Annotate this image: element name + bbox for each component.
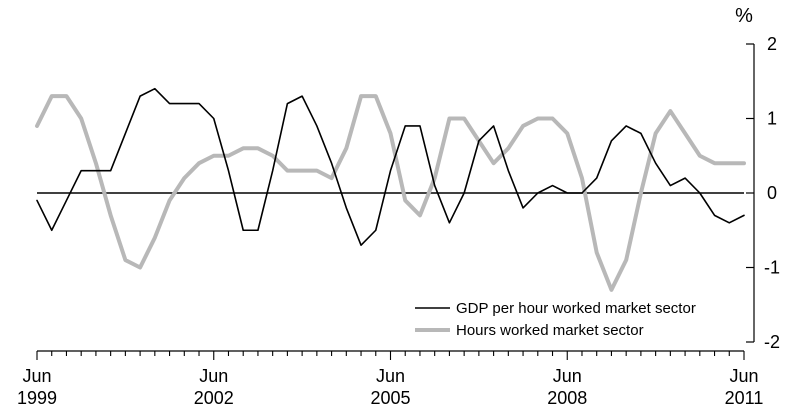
- series-line-gdp-per-hour-worked: [37, 89, 744, 245]
- legend-layer: GDP per hour worked market sector Hours w…: [415, 300, 696, 339]
- y-tick-label: 1: [767, 109, 777, 129]
- y-tick-label: -2: [764, 332, 780, 352]
- x-tick-label-month: Jun: [22, 366, 51, 386]
- x-tick-label-year: 1999: [17, 388, 57, 408]
- x-tick-label-month: Jun: [553, 366, 582, 386]
- y-tick-label: 0: [767, 183, 777, 203]
- x-tick-label-year: 2011: [725, 388, 764, 408]
- y-tick-label: -1: [764, 258, 780, 278]
- x-tick-label-year: 2002: [194, 388, 234, 408]
- x-tick-label-month: Jun: [376, 366, 405, 386]
- chart-title: %: [735, 5, 753, 27]
- x-tick-label-month: Jun: [199, 366, 228, 386]
- plot-layer: [37, 89, 744, 290]
- x-tick-label-year: 2008: [547, 388, 587, 408]
- axis-layer: Jun1999Jun2002Jun2005Jun2008Jun2011210-1…: [17, 34, 780, 408]
- x-tick-label-month: Jun: [729, 366, 758, 386]
- x-tick-label-year: 2005: [370, 388, 410, 408]
- legend-label-gdp-per-hour-worked: GDP per hour worked market sector: [456, 300, 696, 317]
- legend-label-hours-worked: Hours worked market sector: [456, 322, 644, 339]
- y-tick-label: 2: [767, 34, 777, 54]
